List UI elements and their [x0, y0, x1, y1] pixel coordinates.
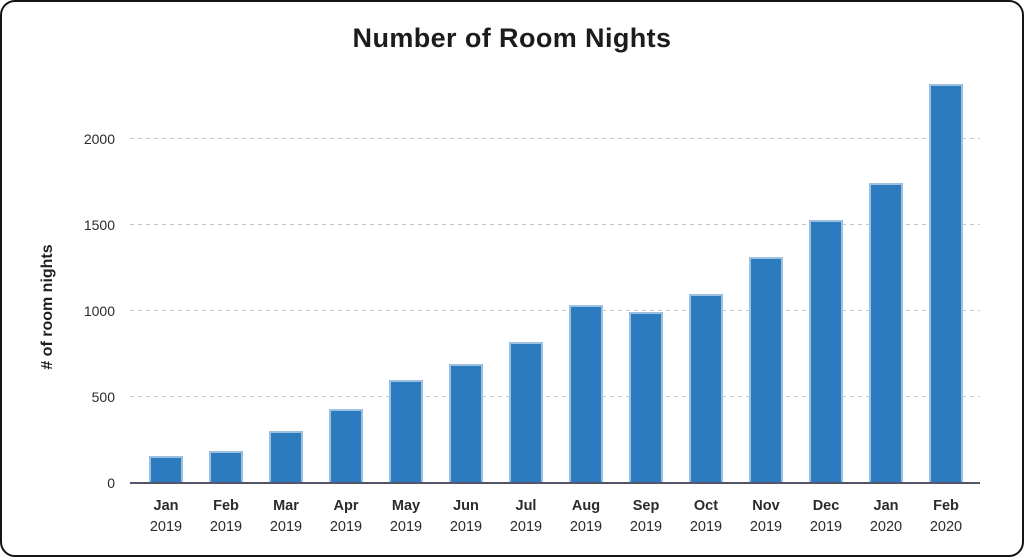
y-tick-label-0: 0	[107, 475, 115, 491]
y-tick-label-2000: 2000	[83, 130, 115, 147]
x-tick-labels: Jan 2019 Feb 2019 Mar 2019 Apr 2019 May 2019 Jun 20…	[130, 496, 980, 542]
x-tick-year: 2020	[929, 519, 963, 535]
x-tick-month: Feb	[933, 498, 959, 514]
x-tick-label-mar-2019: Mar 2019	[256, 496, 316, 538]
bar-nov-2019	[749, 256, 783, 483]
plot-area	[130, 75, 980, 484]
bar-feb-2019	[209, 451, 243, 483]
y-tick-label-500: 500	[91, 388, 115, 405]
bar-sep-2019	[629, 311, 663, 483]
gridline-1500	[130, 223, 980, 225]
x-tick-year: 2019	[509, 519, 543, 535]
x-tick-month: Jan	[153, 498, 179, 514]
bar-aug-2019	[569, 304, 603, 483]
x-tick-year: 2019	[389, 519, 423, 535]
x-tick-label-may-2019: May 2019	[376, 496, 436, 538]
x-tick-year: 2019	[809, 519, 843, 535]
bar-feb-2020	[929, 83, 963, 483]
x-tick-label-jun-2019: Jun 2019	[436, 496, 496, 538]
x-tick-label-nov-2019: Nov 2019	[736, 496, 796, 538]
x-tick-month: Jun	[453, 498, 479, 514]
x-tick-year: 2019	[269, 519, 303, 535]
x-tick-month: Aug	[571, 498, 601, 514]
x-tick-month: Mar	[273, 498, 299, 514]
gridline-1000	[130, 309, 980, 311]
x-axis-line	[130, 482, 980, 484]
gridline-2000	[130, 137, 980, 139]
x-tick-label-jan-2019: Jan 2019	[136, 496, 196, 538]
x-tick-label-feb-2020: Feb 2020	[916, 496, 976, 538]
bar-oct-2019	[689, 293, 723, 483]
x-tick-month: Oct	[693, 498, 719, 514]
x-tick-month: Jul	[515, 498, 537, 514]
x-tick-year: 2019	[749, 519, 783, 535]
bar-mar-2019	[269, 431, 303, 483]
bar-may-2019	[389, 379, 423, 483]
x-tick-year: 2019	[629, 519, 663, 535]
x-tick-label-jan-2020: Jan 2020	[856, 496, 916, 538]
x-tick-year: 2019	[329, 519, 363, 535]
x-tick-month: Nov	[752, 498, 780, 514]
x-tick-month: Apr	[333, 498, 359, 514]
bar-dec-2019	[809, 220, 843, 483]
x-tick-month: Jan	[873, 498, 899, 514]
x-tick-label-apr-2019: Apr 2019	[316, 496, 376, 538]
chart-title: Number of Room Nights	[352, 23, 672, 53]
bar-jan-2020	[869, 183, 903, 483]
y-tick-label-1000: 1000	[83, 302, 115, 319]
x-tick-label-feb-2019: Feb 2019	[196, 496, 256, 538]
bar-jan-2019	[149, 456, 183, 483]
bar-jun-2019	[449, 364, 483, 483]
x-tick-month: May	[391, 498, 421, 514]
bar-apr-2019	[329, 408, 363, 483]
x-tick-year: 2020	[869, 519, 903, 535]
x-tick-label-aug-2019: Aug 2019	[556, 496, 616, 538]
x-tick-year: 2019	[149, 519, 183, 535]
x-tick-year: 2019	[449, 519, 483, 535]
x-tick-month: Feb	[213, 498, 239, 514]
x-tick-label-oct-2019: Oct 2019	[676, 496, 736, 538]
x-tick-year: 2019	[569, 519, 603, 535]
x-tick-label-sep-2019: Sep 2019	[616, 496, 676, 538]
bar-jul-2019	[509, 341, 543, 483]
gridline-500	[130, 395, 980, 397]
x-tick-year: 2019	[209, 519, 243, 535]
y-tick-label-1500: 1500	[83, 216, 115, 233]
y-tick-labels: 0 500 1000 1500 2000	[2, 75, 115, 491]
x-tick-label-dec-2019: Dec 2019	[796, 496, 856, 538]
x-tick-label-jul-2019: Jul 2019	[496, 496, 556, 538]
x-tick-year: 2019	[689, 519, 723, 535]
x-tick-month: Dec	[812, 498, 840, 514]
x-tick-month: Sep	[632, 498, 660, 514]
